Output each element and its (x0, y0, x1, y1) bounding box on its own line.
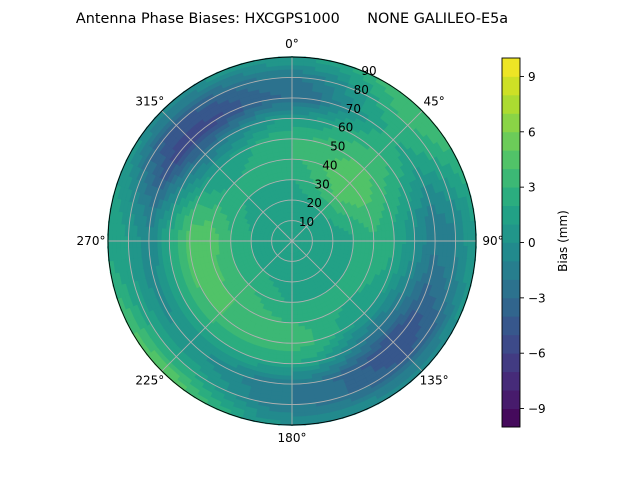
colorbar-tick-label: −9 (528, 402, 546, 416)
colorbar-tick-label: 0 (528, 236, 536, 250)
colorbar-band (502, 334, 520, 354)
angular-gridline (161, 110, 293, 242)
radial-tick-label: 40 (322, 158, 337, 172)
colorbar-band (502, 297, 520, 317)
polar-grid (107, 56, 477, 426)
angular-tick-label: 270° (77, 234, 106, 248)
colorbar-band (502, 242, 520, 262)
colorbar-band (502, 371, 520, 391)
colorbar-tick-label: 6 (528, 125, 536, 139)
colorbar-band (502, 187, 520, 206)
colorbar-tick-label: 9 (528, 70, 536, 84)
radial-tick-label: 30 (314, 177, 329, 191)
colorbar-band (502, 113, 520, 133)
colorbar-tick-label: −6 (528, 347, 546, 361)
angular-tick-label: 135° (420, 373, 449, 387)
angular-gridline (161, 240, 293, 372)
colorbar-band (502, 168, 520, 188)
radial-tick-label: 10 (299, 215, 314, 229)
colorbar-band (502, 76, 520, 96)
colorbar-band (502, 279, 520, 299)
colorbar-band (502, 94, 520, 114)
colorbar-band (502, 260, 520, 280)
colorbar-band (502, 408, 520, 428)
angular-tick-label: 225° (135, 373, 164, 387)
angular-tick-label: 45° (423, 95, 444, 109)
colorbar-label: Bias (mm) (556, 210, 570, 272)
radial-tick-label: 60 (338, 121, 353, 135)
angular-gridline (291, 240, 423, 372)
angular-tick-label: 315° (135, 95, 164, 109)
chart-title: Antenna Phase Biases: HXCGPS1000 NONE GA… (76, 11, 508, 27)
colorbar-band (502, 224, 520, 243)
angular-tick-labels: 0° 45° 90° 135° 180° 225° 270° 315° (77, 37, 504, 445)
angular-tick-label: 0° (285, 37, 299, 51)
colorbar-tick-label: −3 (528, 291, 546, 305)
radial-tick-label: 80 (354, 83, 369, 97)
colorbar-band (502, 205, 520, 225)
colorbar-band (502, 353, 520, 373)
colorbar-band (502, 316, 520, 336)
radial-tick-label: 20 (307, 196, 322, 210)
colorbar-band (502, 131, 520, 151)
angular-tick-label: 90° (482, 234, 503, 248)
colorbar-band (502, 390, 520, 409)
colorbar-tick-label: 3 (528, 181, 536, 195)
colorbar-band (502, 58, 520, 77)
colorbar: −9 −6 −3 0 3 6 9 (501, 57, 546, 428)
radial-tick-label: 90 (361, 64, 376, 78)
angular-gridline (291, 110, 423, 242)
angular-tick-label: 180° (278, 431, 307, 445)
radial-tick-labels: 10 20 30 40 50 60 70 80 90 (299, 64, 377, 229)
radial-tick-label: 70 (346, 102, 361, 116)
radial-tick-label: 50 (330, 140, 345, 154)
polar-frame (107, 56, 477, 426)
colorbar-band (502, 150, 520, 170)
